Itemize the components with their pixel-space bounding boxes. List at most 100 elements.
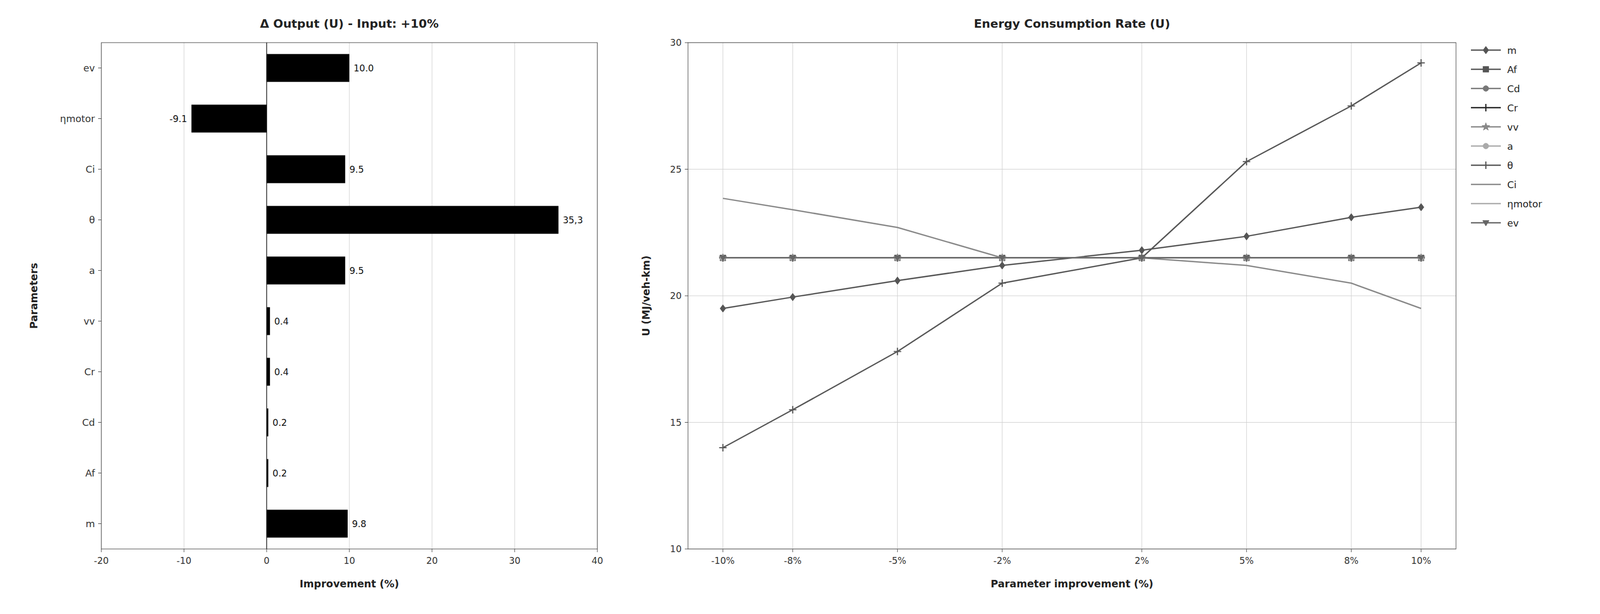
legend-marker bbox=[1482, 220, 1490, 227]
marker bbox=[1243, 255, 1250, 262]
marker bbox=[894, 255, 901, 262]
tick-mark bbox=[514, 549, 516, 553]
legend-swatch bbox=[1470, 184, 1501, 186]
background bbox=[0, 0, 1600, 614]
bar bbox=[266, 509, 348, 538]
data-label: 0.4 bbox=[274, 366, 289, 378]
legend-marker bbox=[1483, 85, 1490, 92]
marker bbox=[1139, 255, 1146, 262]
grid-line bbox=[349, 42, 350, 550]
legend: mAfCdCrvvaθCiηmotorev bbox=[1470, 44, 1543, 229]
series bbox=[718, 253, 1426, 262]
tick-mark bbox=[1350, 549, 1352, 553]
marker bbox=[1418, 255, 1424, 262]
marker bbox=[1348, 256, 1355, 262]
tick-mark bbox=[432, 549, 433, 553]
marker bbox=[789, 255, 796, 262]
tick-mark bbox=[349, 549, 350, 553]
marker bbox=[1418, 255, 1424, 262]
legend-marker bbox=[1482, 122, 1491, 131]
legend-label: vv bbox=[1507, 121, 1519, 133]
marker bbox=[998, 279, 1006, 287]
marker bbox=[720, 305, 726, 313]
x-axis-label: Improvement (%) bbox=[299, 578, 399, 590]
x-tick-label: 40 bbox=[591, 555, 604, 567]
data-label: 9.5 bbox=[349, 164, 364, 175]
legend-entry: Cd bbox=[1470, 83, 1520, 95]
x-tick-label: 10 bbox=[343, 555, 356, 567]
marker bbox=[1348, 213, 1355, 222]
tick-mark bbox=[684, 42, 688, 44]
bar bbox=[266, 307, 270, 335]
tick-mark bbox=[1420, 549, 1422, 553]
y-tick-label: Ci bbox=[85, 163, 95, 175]
tick-mark bbox=[266, 549, 268, 553]
series bbox=[720, 203, 1424, 313]
legend-label: Af bbox=[1507, 64, 1518, 76]
grid-line bbox=[688, 422, 1456, 423]
marker bbox=[1139, 255, 1146, 262]
tick-mark bbox=[98, 118, 102, 119]
marker bbox=[999, 255, 1006, 262]
x-tick-label: 20 bbox=[426, 555, 438, 567]
marker bbox=[1243, 255, 1250, 262]
x-tick-label: -2% bbox=[993, 555, 1012, 567]
marker bbox=[789, 255, 796, 262]
grid-line bbox=[432, 42, 433, 550]
legend-entry: m bbox=[1470, 44, 1517, 56]
chart-title: Energy Consumption Rate (U) bbox=[973, 17, 1171, 31]
legend-entry: ηmotor bbox=[1470, 198, 1543, 210]
y-tick-label: θ bbox=[89, 214, 95, 226]
grid-line bbox=[514, 42, 516, 550]
x-tick-label: 10% bbox=[1411, 555, 1432, 567]
bars bbox=[191, 53, 559, 538]
tick-mark bbox=[897, 549, 898, 553]
marker bbox=[720, 256, 727, 262]
series-line bbox=[722, 257, 1421, 260]
marker bbox=[789, 256, 796, 262]
data-label: -9.1 bbox=[169, 113, 188, 125]
y-tick-label: ηmotor bbox=[60, 113, 96, 125]
plot-frame bbox=[101, 42, 598, 550]
marker bbox=[1242, 157, 1251, 166]
tick-mark bbox=[684, 296, 688, 297]
legend-entry: Cr bbox=[1470, 102, 1519, 114]
tick-mark bbox=[1002, 549, 1003, 553]
x-tick-label: 8% bbox=[1344, 555, 1359, 567]
marker bbox=[1243, 256, 1250, 262]
tick-mark bbox=[684, 422, 688, 423]
tick-mark bbox=[1246, 549, 1247, 553]
marker bbox=[1348, 255, 1355, 262]
marker bbox=[999, 255, 1006, 262]
line-chart: -10%-8%-5%-2%2%5%8%10%1015202530Energy C… bbox=[640, 17, 1543, 590]
legend-label: ηmotor bbox=[1507, 198, 1543, 210]
zero-line bbox=[266, 42, 267, 550]
marker bbox=[789, 293, 796, 301]
y-tick-label: a bbox=[89, 265, 95, 277]
data-label: 0.4 bbox=[274, 316, 289, 327]
legend-marker bbox=[1483, 66, 1490, 73]
x-axis-label: Parameter improvement (%) bbox=[990, 578, 1154, 590]
series bbox=[720, 255, 1424, 262]
legend-label: Cr bbox=[1507, 102, 1519, 114]
marker bbox=[718, 444, 727, 452]
legend-marker bbox=[1482, 104, 1490, 112]
legend-entry: a bbox=[1470, 140, 1514, 152]
grid-line bbox=[266, 42, 268, 550]
marker bbox=[1418, 255, 1424, 262]
legend-entry: Af bbox=[1470, 64, 1518, 76]
x-tick-label: -20 bbox=[93, 555, 109, 567]
marker bbox=[1347, 102, 1356, 110]
data-label: 10.0 bbox=[353, 62, 374, 74]
series bbox=[722, 257, 1421, 259]
series-line bbox=[722, 257, 1421, 260]
tick-mark bbox=[98, 371, 102, 373]
plot-frame bbox=[688, 42, 1456, 550]
marker bbox=[893, 348, 902, 356]
tick-mark bbox=[684, 169, 688, 170]
y-tick-label: m bbox=[85, 518, 95, 530]
marker bbox=[720, 255, 726, 262]
marker bbox=[788, 406, 797, 414]
legend-entry: vv bbox=[1470, 121, 1519, 133]
bar-chart: -20-10010203040evηmotorCiθavvCrCdAfm10.0… bbox=[27, 17, 604, 590]
